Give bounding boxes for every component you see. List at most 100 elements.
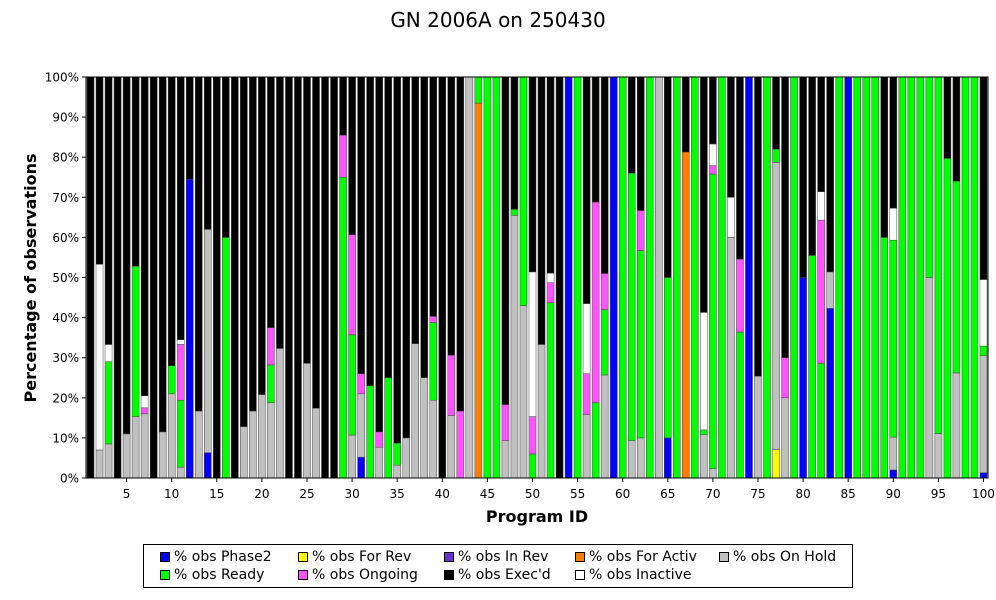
segment-execd: [889, 76, 898, 209]
segment-inactive: [528, 271, 537, 417]
segment-on_hold: [655, 76, 663, 479]
segment-execd: [456, 76, 465, 412]
segment-execd: [330, 76, 338, 479]
segment-ongoing: [591, 201, 600, 403]
x-tick-label: 100: [972, 487, 995, 501]
x-axis-label: Program ID: [486, 507, 588, 526]
legend-label: % obs Inactive: [589, 567, 692, 583]
segment-on_hold: [925, 277, 934, 479]
legend-label: % obs For Rev: [312, 549, 412, 565]
segment-on_hold: [158, 431, 167, 479]
segment-ongoing: [501, 404, 510, 441]
segment-ready: [618, 76, 627, 479]
bar-program-1: [86, 76, 95, 479]
bar-program-80: [799, 76, 807, 479]
bar-program-93: [916, 76, 925, 479]
segment-execd: [339, 76, 347, 136]
segment-on_hold: [600, 374, 609, 479]
legend-swatch: [575, 552, 585, 562]
segment-execd: [204, 76, 212, 230]
x-tick-label: 60: [615, 487, 630, 501]
bar-program-43: [465, 76, 474, 479]
segment-execd: [375, 76, 383, 433]
x-tick-label: 25: [299, 487, 314, 501]
bar-program-99: [970, 76, 979, 479]
segment-on_hold: [636, 437, 645, 479]
segment-ready: [393, 442, 401, 466]
segment-on_hold: [709, 468, 717, 479]
y-tick-label: 60%: [52, 231, 79, 245]
bar-program-68: [691, 76, 699, 479]
segment-on_hold: [249, 410, 257, 479]
bar-program-29: [339, 76, 347, 479]
segment-execd: [213, 76, 221, 479]
bar-program-4: [113, 76, 122, 479]
y-tick-label: 0%: [60, 472, 79, 486]
segment-on_hold: [826, 271, 834, 309]
x-tick-label: 90: [886, 487, 901, 501]
bar-program-97: [952, 76, 961, 479]
segment-ready: [853, 76, 861, 479]
legend-label: % obs Phase2: [174, 549, 272, 565]
segment-ongoing: [176, 344, 185, 401]
segment-ready: [104, 361, 113, 445]
segment-ready: [862, 76, 871, 479]
segment-on_hold: [934, 433, 943, 479]
segment-execd: [510, 76, 519, 210]
segment-execd: [258, 76, 266, 395]
bar-program-76: [763, 76, 771, 479]
bar-program-65: [664, 76, 672, 479]
segment-phase2: [979, 472, 988, 479]
bar-program-2: [95, 76, 104, 479]
segment-on_hold: [402, 437, 410, 479]
bar-program-84: [835, 76, 843, 479]
chart-title: GN 2006A on 250430: [390, 8, 606, 32]
bar-program-24: [294, 76, 302, 479]
segment-ready: [709, 173, 717, 470]
segment-execd: [285, 76, 293, 479]
segment-ready: [339, 177, 347, 479]
segment-execd: [384, 76, 392, 378]
segment-ready: [627, 172, 636, 441]
segment-ready: [898, 76, 907, 479]
bar-program-61: [627, 76, 636, 479]
segment-ready: [736, 331, 744, 479]
bar-program-11: [176, 76, 185, 479]
x-tick-label: 95: [931, 487, 946, 501]
legend-label: % obs In Rev: [458, 549, 549, 565]
segment-on_hold: [411, 343, 419, 479]
segment-execd: [86, 76, 95, 479]
bar-program-25: [303, 76, 311, 479]
segment-phase2: [664, 437, 672, 479]
segment-inactive: [817, 191, 825, 221]
segment-execd: [438, 76, 447, 479]
bar-program-49: [519, 76, 528, 479]
bar-program-63: [645, 76, 654, 479]
segment-execd: [799, 76, 807, 278]
bar-program-67: [682, 76, 690, 479]
bar-program-92: [907, 76, 916, 479]
bar-program-73: [736, 76, 744, 479]
segment-ready: [961, 76, 970, 479]
legend-item-inactive: % obs Inactive: [575, 567, 692, 583]
segment-ready: [348, 334, 356, 436]
segment-on_hold: [312, 407, 320, 479]
segment-on_hold: [267, 402, 275, 479]
bar-program-16: [222, 76, 230, 479]
segment-on_hold: [393, 464, 401, 479]
segment-execd: [402, 76, 410, 439]
x-tick-label: 5: [123, 487, 131, 501]
bar-program-9: [158, 76, 167, 479]
bar-program-98: [961, 76, 970, 479]
segment-ready: [483, 76, 492, 479]
segment-on_hold: [429, 399, 438, 479]
bar-program-18: [240, 76, 248, 479]
segment-on_hold: [258, 394, 266, 479]
segment-ready: [907, 76, 916, 479]
segment-on_hold: [240, 426, 248, 479]
segment-on_hold: [95, 449, 104, 479]
segment-phase2: [357, 456, 365, 479]
segment-on_hold: [194, 410, 203, 479]
bar-program-34: [384, 76, 392, 479]
segment-execd: [447, 76, 456, 356]
